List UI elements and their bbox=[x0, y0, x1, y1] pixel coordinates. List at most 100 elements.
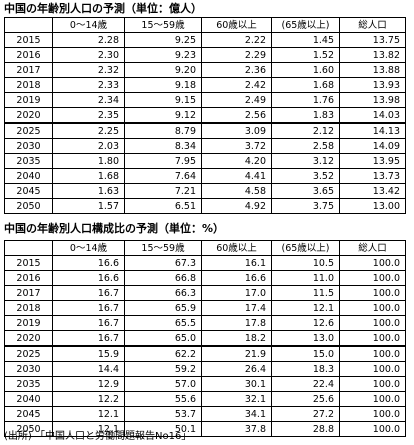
value-cell: 11.0 bbox=[271, 270, 340, 286]
table-row: 2025 15.9 62.2 21.9 15.0 100.0 bbox=[4, 345, 406, 362]
value-cell: 2.12 bbox=[271, 122, 340, 139]
year-cell: 2019 bbox=[4, 315, 53, 331]
year-cell: 2035 bbox=[4, 153, 53, 169]
value-cell: 13.42 bbox=[339, 183, 406, 199]
value-cell: 34.1 bbox=[201, 406, 272, 422]
value-cell: 12.1 bbox=[52, 421, 125, 437]
year-cell: 2020 bbox=[4, 330, 53, 347]
column-header: 60歳以上 bbox=[201, 240, 272, 256]
value-cell: 15.0 bbox=[271, 345, 340, 362]
value-cell: 3.12 bbox=[271, 153, 340, 169]
year-cell: 2045 bbox=[4, 183, 53, 199]
value-cell: 1.45 bbox=[271, 32, 340, 48]
table-row: 2019 2.34 9.15 2.49 1.76 13.98 bbox=[4, 92, 406, 108]
year-cell: 2035 bbox=[4, 376, 53, 392]
value-cell: 12.1 bbox=[271, 300, 340, 316]
value-cell: 4.92 bbox=[201, 198, 272, 214]
table-row: 2018 2.33 9.18 2.42 1.68 13.93 bbox=[4, 77, 406, 93]
value-cell: 9.12 bbox=[124, 107, 202, 124]
value-cell: 3.65 bbox=[271, 183, 340, 199]
table-row: 2025 2.25 8.79 3.09 2.12 14.13 bbox=[4, 122, 406, 139]
value-cell: 100.0 bbox=[339, 315, 406, 331]
value-cell: 2.34 bbox=[52, 92, 125, 108]
value-cell: 14.09 bbox=[339, 138, 406, 154]
table-row: 2040 1.68 7.64 4.41 3.52 13.73 bbox=[4, 168, 406, 184]
column-header: 60歳以上 bbox=[201, 17, 272, 33]
value-cell: 1.76 bbox=[271, 92, 340, 108]
table-header-row: 0～14歳 15～59歳 60歳以上 (65歳以上) 総人口 bbox=[4, 240, 406, 256]
value-cell: 1.60 bbox=[271, 62, 340, 78]
value-cell: 53.7 bbox=[124, 406, 202, 422]
table-header-row: 0～14歳 15～59歳 60歳以上 (65歳以上) 総人口 bbox=[4, 17, 406, 33]
value-cell: 14.13 bbox=[339, 122, 406, 139]
value-cell: 7.21 bbox=[124, 183, 202, 199]
value-cell: 12.6 bbox=[271, 315, 340, 331]
value-cell: 16.7 bbox=[52, 315, 125, 331]
value-cell: 2.36 bbox=[201, 62, 272, 78]
table-row: 2045 12.1 53.7 34.1 27.2 100.0 bbox=[4, 406, 406, 422]
value-cell: 66.3 bbox=[124, 285, 202, 301]
table-row: 2020 2.35 9.12 2.56 1.83 14.03 bbox=[4, 107, 406, 124]
value-cell: 25.6 bbox=[271, 391, 340, 407]
value-cell: 10.5 bbox=[271, 255, 340, 271]
year-cell: 2045 bbox=[4, 406, 53, 422]
value-cell: 4.20 bbox=[201, 153, 272, 169]
table-row: 2020 16.7 65.0 18.2 13.0 100.0 bbox=[4, 330, 406, 347]
value-cell: 100.0 bbox=[339, 330, 406, 347]
value-cell: 16.6 bbox=[52, 255, 125, 271]
value-cell: 9.15 bbox=[124, 92, 202, 108]
table-row: 2050 1.57 6.51 4.92 3.75 13.00 bbox=[4, 198, 406, 214]
value-cell: 100.0 bbox=[339, 406, 406, 422]
value-cell: 2.29 bbox=[201, 47, 272, 63]
value-cell: 13.98 bbox=[339, 92, 406, 108]
value-cell: 14.4 bbox=[52, 361, 125, 377]
value-cell: 3.52 bbox=[271, 168, 340, 184]
composition-table: 0～14歳 15～59歳 60歳以上 (65歳以上) 総人口 2015 16.6 67.3 1… bbox=[4, 240, 406, 437]
table-row: 2019 16.7 65.5 17.8 12.6 100.0 bbox=[4, 315, 406, 331]
column-header: 総人口 bbox=[339, 240, 406, 256]
value-cell: 2.30 bbox=[52, 47, 125, 63]
value-cell: 21.9 bbox=[201, 345, 272, 362]
value-cell: 13.88 bbox=[339, 62, 406, 78]
value-cell: 2.49 bbox=[201, 92, 272, 108]
value-cell: 18.2 bbox=[201, 330, 272, 347]
source-note: (出所) 「中国人口と労働問題報告No16」 bbox=[4, 431, 192, 442]
value-cell: 7.95 bbox=[124, 153, 202, 169]
value-cell: 2.42 bbox=[201, 77, 272, 93]
value-cell: 8.79 bbox=[124, 122, 202, 139]
population-table-title: 中国の年齢別人口の予測（単位：億人） bbox=[4, 2, 202, 15]
value-cell: 2.33 bbox=[52, 77, 125, 93]
year-header-cell bbox=[4, 240, 53, 256]
column-header: (65歳以上) bbox=[271, 240, 340, 256]
value-cell: 8.34 bbox=[124, 138, 202, 154]
table-row: 2030 2.03 8.34 3.72 2.58 14.09 bbox=[4, 138, 406, 154]
value-cell: 2.25 bbox=[52, 122, 125, 139]
value-cell: 11.5 bbox=[271, 285, 340, 301]
table-row: 2045 1.63 7.21 4.58 3.65 13.42 bbox=[4, 183, 406, 199]
value-cell: 1.68 bbox=[52, 168, 125, 184]
value-cell: 12.1 bbox=[52, 406, 125, 422]
value-cell: 26.4 bbox=[201, 361, 272, 377]
value-cell: 13.93 bbox=[339, 77, 406, 93]
year-cell: 2018 bbox=[4, 77, 53, 93]
value-cell: 12.9 bbox=[52, 376, 125, 392]
year-cell: 2018 bbox=[4, 300, 53, 316]
value-cell: 100.0 bbox=[339, 376, 406, 392]
table-row: 2016 2.30 9.23 2.29 1.52 13.82 bbox=[4, 47, 406, 63]
column-header: 0～14歳 bbox=[52, 240, 125, 256]
value-cell: 100.0 bbox=[339, 255, 406, 271]
value-cell: 17.4 bbox=[201, 300, 272, 316]
year-cell: 2016 bbox=[4, 270, 53, 286]
value-cell: 6.51 bbox=[124, 198, 202, 214]
value-cell: 18.3 bbox=[271, 361, 340, 377]
value-cell: 13.95 bbox=[339, 153, 406, 169]
value-cell: 2.58 bbox=[271, 138, 340, 154]
value-cell: 2.56 bbox=[201, 107, 272, 124]
value-cell: 16.6 bbox=[201, 270, 272, 286]
value-cell: 22.4 bbox=[271, 376, 340, 392]
column-header: 0～14歳 bbox=[52, 17, 125, 33]
year-cell: 2040 bbox=[4, 391, 53, 407]
value-cell: 32.1 bbox=[201, 391, 272, 407]
year-cell: 2050 bbox=[4, 198, 53, 214]
value-cell: 100.0 bbox=[339, 361, 406, 377]
